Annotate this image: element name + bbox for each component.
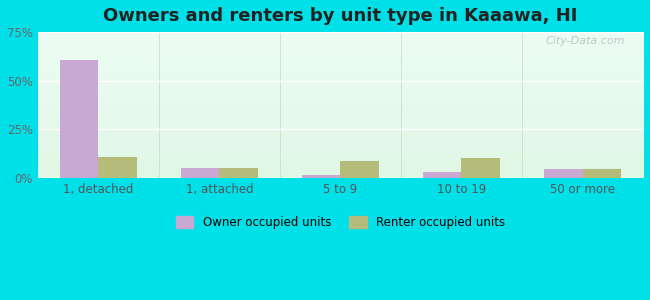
Bar xyxy=(544,169,582,178)
Bar xyxy=(341,161,379,178)
Bar xyxy=(462,158,501,178)
Bar xyxy=(60,60,98,178)
Title: Owners and renters by unit type in Kaaawa, HI: Owners and renters by unit type in Kaaaw… xyxy=(103,7,578,25)
Legend: Owner occupied units, Renter occupied units: Owner occupied units, Renter occupied un… xyxy=(171,211,510,233)
Text: City-Data.com: City-Data.com xyxy=(545,36,625,46)
Bar xyxy=(302,175,341,178)
Bar xyxy=(422,172,461,178)
Bar xyxy=(98,157,137,178)
Bar xyxy=(181,168,220,178)
Bar xyxy=(582,169,621,178)
Bar xyxy=(220,168,258,178)
